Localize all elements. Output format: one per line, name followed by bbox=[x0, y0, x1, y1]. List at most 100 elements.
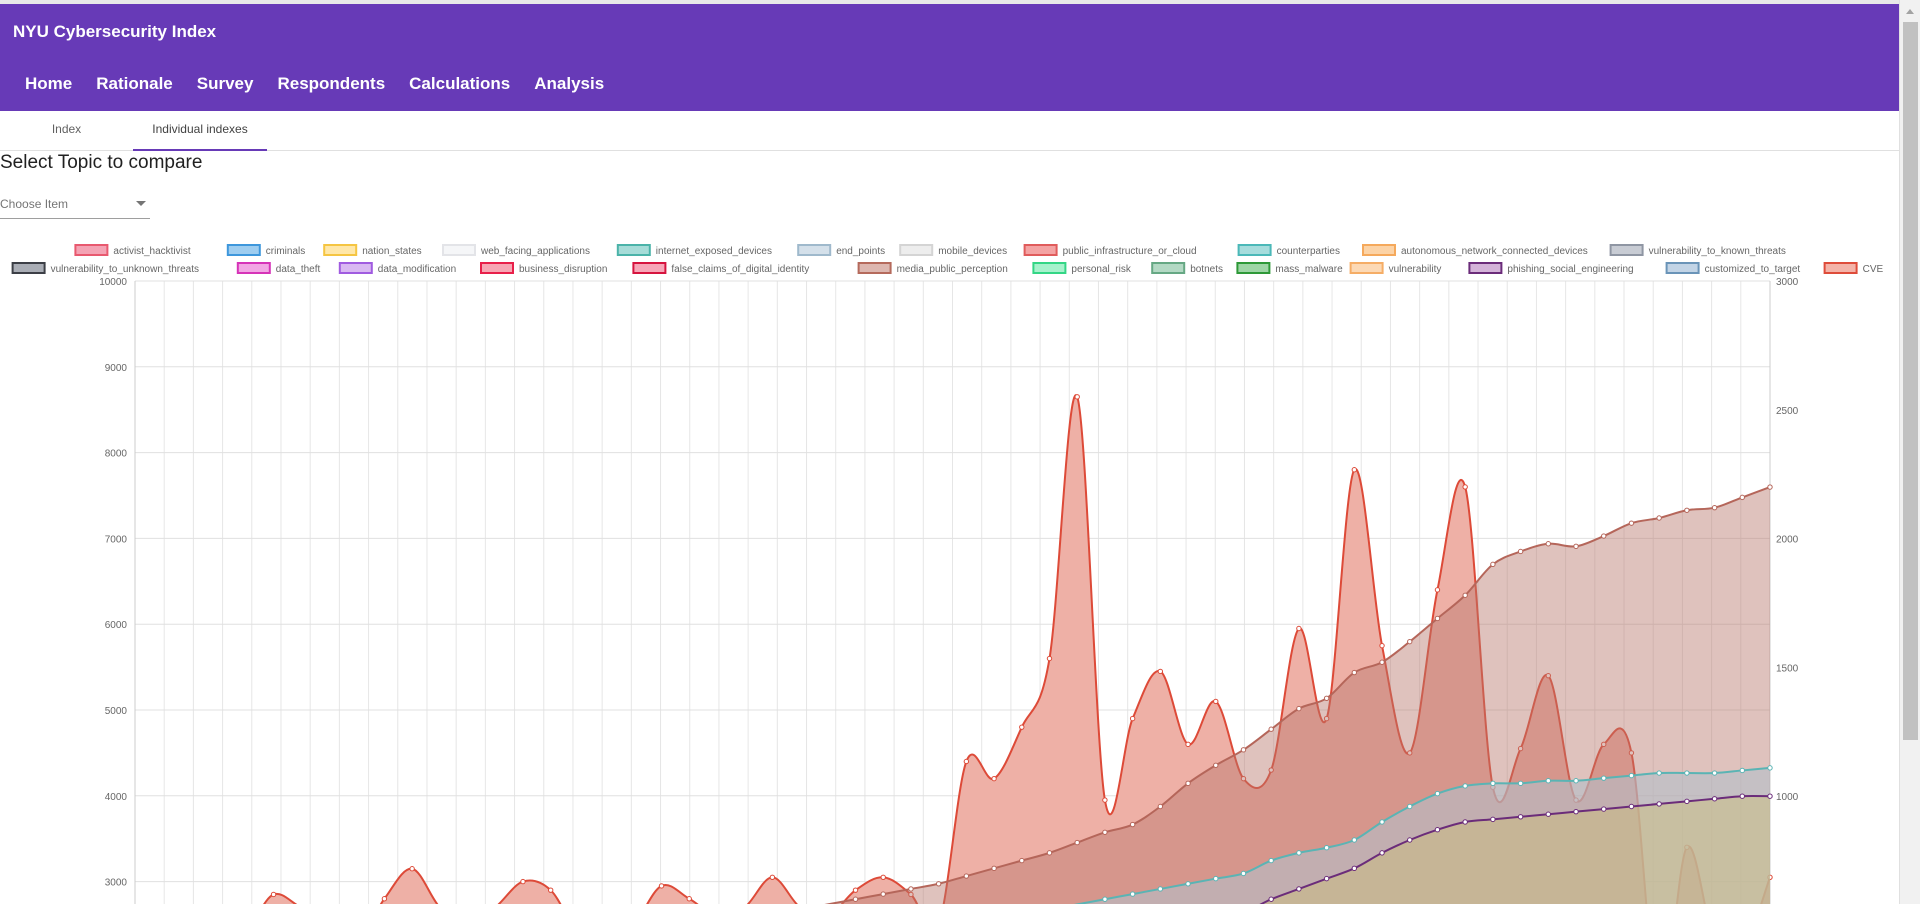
legend-swatch bbox=[1665, 262, 1700, 274]
topic-select[interactable]: Choose Item bbox=[0, 197, 150, 219]
nav-survey[interactable]: Survey bbox=[196, 74, 254, 93]
legend-label: false_claims_of_digital_identity bbox=[671, 264, 809, 275]
series-point-media_public_perception bbox=[1601, 533, 1607, 539]
series-point-media_public_perception bbox=[1490, 561, 1496, 568]
series-point-CVE bbox=[1019, 724, 1025, 730]
legend-label: end_points bbox=[836, 246, 885, 257]
series-point-media_public_perception bbox=[1684, 507, 1690, 513]
series-point-media_public_perception bbox=[1767, 484, 1773, 490]
series-point-media_public_perception bbox=[1268, 726, 1274, 732]
series-point-CVE bbox=[908, 891, 914, 898]
series-point-CVE bbox=[1351, 467, 1358, 473]
series-point-counterparties bbox=[1517, 780, 1524, 787]
topic-area-chart: activist_hacktivist criminals nation_state… bbox=[11, 244, 1883, 904]
legend-label: data_theft bbox=[276, 264, 321, 275]
series-point-media_public_perception bbox=[1157, 803, 1164, 810]
legend-swatch bbox=[323, 244, 358, 256]
series-point-media_public_perception bbox=[1711, 504, 1718, 511]
series-point-CVE bbox=[852, 887, 859, 893]
legend-label: business_disruption bbox=[519, 264, 607, 275]
series-point-phishing_social_engineering bbox=[1656, 801, 1662, 807]
legend-label: botnets bbox=[1190, 264, 1223, 275]
series-point-counterparties bbox=[1240, 870, 1247, 877]
series-point-media_public_perception bbox=[1545, 541, 1552, 547]
legend-label: vulnerability_to_known_threats bbox=[1649, 246, 1786, 257]
legend-label: vulnerability_to_unknown_threats bbox=[51, 264, 199, 275]
series-point-counterparties bbox=[1129, 891, 1136, 897]
series-point-CVE bbox=[1240, 775, 1247, 782]
series-point-CVE bbox=[270, 891, 277, 898]
series-point-counterparties bbox=[1296, 850, 1302, 856]
series-point-media_public_perception bbox=[1656, 515, 1662, 521]
series-point-media_public_perception bbox=[1379, 659, 1385, 665]
y-left-tick-label: 9000 bbox=[105, 363, 128, 374]
series-point-phishing_social_engineering bbox=[1379, 850, 1385, 856]
nav-analysis[interactable]: Analysis bbox=[534, 74, 605, 93]
series-point-counterparties bbox=[1157, 886, 1164, 892]
legend-label: personal_risk bbox=[1071, 264, 1131, 275]
scroll-thumb[interactable] bbox=[1903, 22, 1918, 740]
series-point-CVE bbox=[409, 866, 415, 872]
series-point-media_public_perception bbox=[1573, 543, 1579, 550]
legend-swatch bbox=[1236, 262, 1271, 274]
topic-select-placeholder: Choose Item bbox=[0, 197, 69, 211]
series-point-counterparties bbox=[1434, 790, 1441, 797]
tab-index[interactable]: Index bbox=[51, 122, 82, 136]
series-point-media_public_perception bbox=[1074, 839, 1080, 846]
app-header: NYU Cybersecurity Index Home Rationale S… bbox=[0, 4, 1899, 111]
legend-swatch bbox=[226, 244, 261, 256]
y-right-tick-label: 2000 bbox=[1776, 535, 1799, 546]
series-point-CVE bbox=[1379, 642, 1385, 649]
series-point-counterparties bbox=[1462, 783, 1468, 789]
series-point-phishing_social_engineering bbox=[1628, 803, 1635, 810]
series-point-counterparties bbox=[1684, 770, 1690, 776]
series-point-media_public_perception bbox=[1185, 780, 1191, 787]
series-point-media_public_perception bbox=[1129, 821, 1136, 828]
series-point-CVE bbox=[1185, 741, 1191, 748]
series-point-counterparties bbox=[1711, 770, 1718, 776]
legend-label: internet_exposed_devices bbox=[656, 246, 772, 257]
y-left-tick-label: 8000 bbox=[105, 449, 128, 460]
series-point-phishing_social_engineering bbox=[1323, 875, 1330, 882]
series-point-counterparties bbox=[1573, 778, 1579, 784]
tab-individual-indexes[interactable]: Individual indexes bbox=[133, 111, 267, 151]
series-point-counterparties bbox=[1213, 875, 1219, 882]
legend-label: data_modification bbox=[378, 264, 456, 275]
vertical-scrollbar[interactable] bbox=[1899, 0, 1920, 904]
series-point-media_public_perception bbox=[1046, 850, 1053, 856]
series-point-CVE bbox=[963, 758, 970, 765]
series-point-CVE bbox=[1628, 750, 1635, 756]
series-point-media_public_perception bbox=[1628, 520, 1635, 526]
series-point-media_public_perception bbox=[1102, 829, 1108, 835]
series-point-media_public_perception bbox=[908, 886, 914, 892]
legend-swatch bbox=[1823, 262, 1858, 274]
series-point-media_public_perception bbox=[1240, 747, 1247, 753]
series-point-counterparties bbox=[1601, 775, 1607, 781]
series-point-phishing_social_engineering bbox=[1517, 814, 1524, 820]
series-point-media_public_perception bbox=[1019, 857, 1025, 864]
series-point-phishing_social_engineering bbox=[1684, 798, 1690, 805]
legend-swatch bbox=[797, 244, 832, 256]
nav-home[interactable]: Home bbox=[25, 74, 73, 93]
scroll-up-icon[interactable] bbox=[1906, 9, 1914, 14]
series-point-counterparties bbox=[1545, 778, 1552, 784]
nav-respondents[interactable]: Respondents bbox=[277, 74, 386, 93]
series-point-phishing_social_engineering bbox=[1434, 826, 1441, 833]
series-point-CVE bbox=[686, 896, 692, 902]
legend-swatch bbox=[236, 262, 271, 274]
legend-swatch bbox=[899, 244, 934, 256]
series-point-phishing_social_engineering bbox=[1545, 811, 1552, 817]
series-point-CVE bbox=[880, 874, 886, 881]
series-point-CVE bbox=[1323, 715, 1330, 722]
y-left-tick-label: 7000 bbox=[105, 534, 128, 545]
legend-label: activist_hacktivist bbox=[113, 246, 190, 257]
series-point-phishing_social_engineering bbox=[1739, 793, 1745, 799]
nav-rationale[interactable]: Rationale bbox=[96, 74, 173, 93]
series-point-media_public_perception bbox=[1407, 638, 1413, 645]
series-point-media_public_perception bbox=[1351, 669, 1358, 676]
series-point-phishing_social_engineering bbox=[1490, 816, 1496, 823]
series-point-counterparties bbox=[1351, 837, 1358, 843]
series-point-phishing_social_engineering bbox=[1462, 819, 1468, 825]
nav-calculations[interactable]: Calculations bbox=[409, 74, 511, 93]
legend-swatch bbox=[1609, 244, 1644, 256]
